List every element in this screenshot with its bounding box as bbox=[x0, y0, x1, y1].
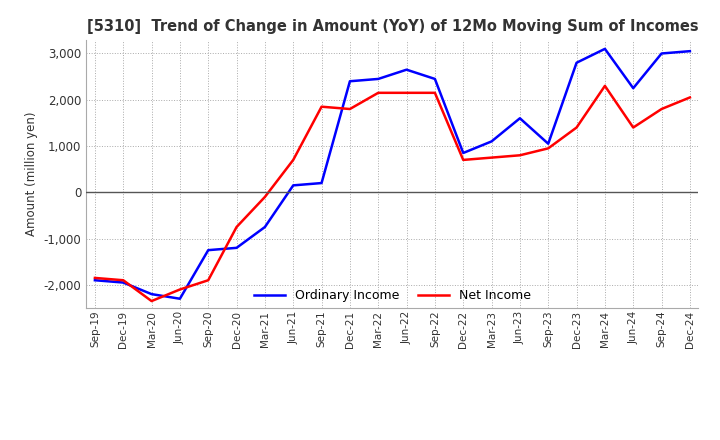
Ordinary Income bbox=[402, 67, 411, 72]
Ordinary Income bbox=[148, 291, 156, 297]
Title: [5310]  Trend of Change in Amount (YoY) of 12Mo Moving Sum of Incomes: [5310] Trend of Change in Amount (YoY) o… bbox=[86, 19, 698, 34]
Ordinary Income bbox=[289, 183, 297, 188]
Net Income bbox=[346, 106, 354, 112]
Net Income bbox=[148, 298, 156, 304]
Ordinary Income bbox=[261, 224, 269, 230]
Net Income bbox=[119, 278, 127, 283]
Net Income bbox=[431, 90, 439, 95]
Ordinary Income bbox=[204, 248, 212, 253]
Net Income bbox=[516, 153, 524, 158]
Legend: Ordinary Income, Net Income: Ordinary Income, Net Income bbox=[248, 284, 536, 307]
Net Income bbox=[487, 155, 496, 160]
Net Income bbox=[204, 278, 212, 283]
Net Income bbox=[176, 287, 184, 292]
Ordinary Income bbox=[629, 85, 637, 91]
Ordinary Income bbox=[233, 245, 241, 250]
Ordinary Income bbox=[119, 280, 127, 285]
Y-axis label: Amount (million yen): Amount (million yen) bbox=[25, 112, 38, 236]
Net Income bbox=[318, 104, 326, 109]
Ordinary Income bbox=[516, 116, 524, 121]
Net Income bbox=[374, 90, 382, 95]
Ordinary Income bbox=[459, 150, 467, 156]
Ordinary Income bbox=[318, 180, 326, 186]
Net Income bbox=[629, 125, 637, 130]
Net Income bbox=[261, 194, 269, 200]
Net Income bbox=[600, 83, 609, 88]
Net Income bbox=[685, 95, 694, 100]
Ordinary Income bbox=[91, 278, 99, 283]
Ordinary Income bbox=[657, 51, 666, 56]
Net Income bbox=[657, 106, 666, 112]
Line: Ordinary Income: Ordinary Income bbox=[95, 49, 690, 299]
Ordinary Income bbox=[544, 141, 552, 147]
Net Income bbox=[544, 146, 552, 151]
Ordinary Income bbox=[572, 60, 581, 66]
Ordinary Income bbox=[600, 46, 609, 51]
Net Income bbox=[289, 157, 297, 162]
Net Income bbox=[91, 275, 99, 281]
Net Income bbox=[402, 90, 411, 95]
Ordinary Income bbox=[431, 76, 439, 81]
Ordinary Income bbox=[346, 79, 354, 84]
Net Income bbox=[459, 157, 467, 162]
Ordinary Income bbox=[487, 139, 496, 144]
Ordinary Income bbox=[374, 76, 382, 81]
Line: Net Income: Net Income bbox=[95, 86, 690, 301]
Net Income bbox=[233, 224, 241, 230]
Ordinary Income bbox=[685, 48, 694, 54]
Net Income bbox=[572, 125, 581, 130]
Ordinary Income bbox=[176, 296, 184, 301]
